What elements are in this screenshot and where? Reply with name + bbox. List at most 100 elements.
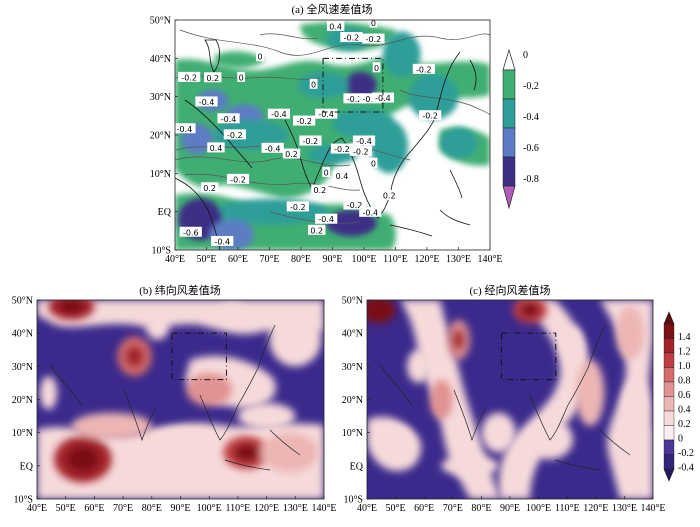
y-tick-label: 50°N (150, 16, 171, 27)
colorbar-segment (663, 323, 675, 339)
anomaly-blob-core (58, 300, 85, 314)
coastline-maritime (224, 429, 301, 471)
anomaly-blob (527, 419, 573, 460)
colorbar-tick-label: 0 (678, 434, 683, 445)
x-tick-label: 50°E (196, 254, 216, 265)
contour-line (259, 33, 319, 40)
y-tick-label: 30°N (342, 362, 363, 373)
x-tick-label: 80°E (142, 503, 162, 514)
y-tick-label: 10°N (150, 169, 171, 180)
contour-label-bg (311, 184, 329, 195)
x-tick-label: 100°E (197, 503, 222, 514)
contour-label-bg (315, 213, 338, 224)
x-tick-label: 90°E (170, 503, 190, 514)
contour-label: -0.2 (422, 112, 438, 121)
panel-a-title: (a) 全风速差值场 (292, 2, 373, 16)
y-tick-label: 10°N (12, 428, 33, 439)
colorbar-segment (663, 410, 675, 426)
contour-label: -0.2 (366, 35, 382, 44)
y-tick-label: 20°N (150, 131, 171, 142)
contour-line (399, 89, 490, 116)
contour-line (184, 173, 361, 191)
x-tick-label: 50°E (56, 503, 76, 514)
y-tick-label: 40°N (150, 54, 171, 65)
colorbar-tick-label: 0.8 (678, 376, 691, 387)
contour-label: 0 (371, 159, 376, 168)
contour-label: -0.4 (271, 110, 287, 119)
contour-label-bg (359, 93, 382, 104)
coastline-indochina (529, 324, 606, 441)
contour-label: 0 (324, 168, 329, 177)
colorbar-tick-label: -0.6 (523, 143, 539, 154)
anomaly-blob-core (452, 328, 465, 351)
y-tick-label: 10°S (151, 246, 171, 257)
x-tick-label: 70°E (259, 254, 279, 265)
y-tick-label: 30°N (12, 362, 33, 373)
anomaly-blob (217, 303, 247, 324)
y-tick-label: 20°N (12, 395, 33, 406)
contour-label: -0.4 (199, 98, 215, 107)
contour-label-bg (261, 142, 284, 153)
x-tick-label: 120°E (254, 503, 279, 514)
panel-c-x-ticks: 40°E 50°E 60°E 70°E 80°E 90°E 100°E 110°E 120°E 1… (357, 496, 666, 514)
contour-label-bg (340, 32, 363, 43)
panel-b-coastlines (49, 324, 301, 471)
contour-label: -0.2 (347, 201, 363, 210)
panel-b-region-box (171, 332, 227, 381)
panel-a-field: -0.2 0.2 0-0.4-0.4-0.4-0.2-0.40.4-0.2 -0.20… (175, 19, 490, 250)
x-tick-label: 110°E (226, 503, 251, 514)
contour-label: 0 (258, 53, 263, 62)
coastline-indochina (199, 324, 276, 441)
contour-label: 0 (371, 19, 376, 28)
contour-label-bg (369, 157, 378, 168)
colorbar-segment (502, 98, 516, 129)
colorbar-segment (502, 69, 516, 100)
contour-label: -0.2 (416, 65, 432, 74)
x-tick-label: 60°E (228, 254, 248, 265)
panel-a-region-box (322, 57, 384, 113)
anomaly-blob (429, 379, 453, 420)
anomaly-blob (621, 379, 651, 433)
colorbar-tick-label: -0.4 (523, 112, 539, 123)
panel-a-colorbar: 0 -0.2 -0.4 -0.6 -0.8 (502, 48, 539, 210)
anomaly-blob (71, 412, 152, 440)
x-tick-label: 100°E (526, 503, 551, 514)
contour-line (269, 211, 361, 224)
contour-label-bg (352, 135, 376, 146)
x-tick-label: 40°E (357, 503, 377, 514)
contour-label-bg (223, 129, 246, 140)
contour-label: 0.2 (383, 191, 396, 200)
colorbar-segment (663, 396, 675, 412)
y-tick-label: 10°N (342, 428, 363, 439)
colorbar-segment (663, 439, 675, 455)
contour-label-bg (267, 108, 291, 119)
anomaly-blob (481, 412, 516, 453)
colorbar-end-bottom (663, 468, 675, 482)
x-tick-label: 110°E (383, 254, 408, 265)
contour-label-bg (299, 135, 322, 146)
colorbar-tick-label: -0.2 (523, 81, 539, 92)
anomaly-blob (260, 432, 319, 473)
colorbar-tick-label: 0.6 (678, 390, 691, 401)
anomaly-blob-core (369, 302, 388, 318)
y-tick-label: 10°S (343, 495, 363, 506)
contour-label: -0.2 (347, 95, 363, 104)
contour-label: 0.4 (336, 172, 349, 181)
contour-label-bg (333, 170, 351, 181)
y-tick-label: EQ (158, 207, 172, 218)
contour-label-bg (359, 206, 382, 217)
colorbar-end-bottom (502, 185, 516, 210)
anomaly-blob-core (520, 302, 540, 318)
contour-label-bg (200, 182, 219, 193)
coastline-maritime (389, 169, 471, 237)
contour-label: 0 (311, 80, 316, 89)
contour-label: -0.2 (334, 145, 350, 154)
colorbar-segment (663, 338, 675, 354)
colorbar-segment (663, 454, 675, 470)
contour-label: -0.2 (303, 137, 319, 146)
y-tick-label: 20°N (342, 395, 363, 406)
contour-label: -0.4 (214, 237, 230, 246)
contour-label: 0.2 (206, 74, 219, 83)
contour-label: -0.2 (227, 131, 243, 140)
contour-line (175, 156, 351, 167)
